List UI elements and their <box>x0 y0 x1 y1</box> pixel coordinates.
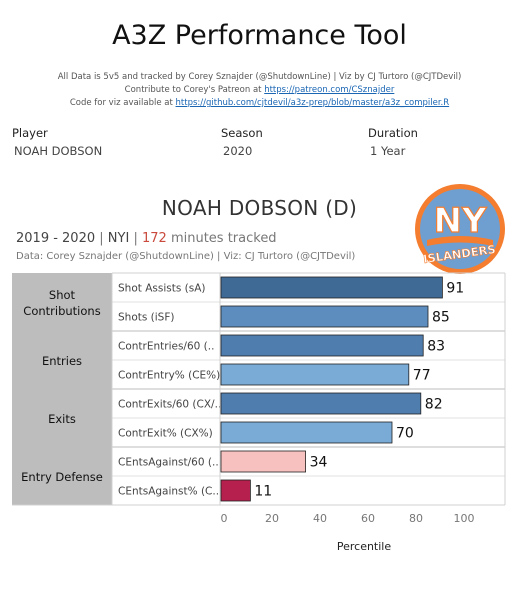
metric-label: Shots (iSF) <box>118 312 174 324</box>
bar <box>220 305 429 328</box>
duration-filter-label: Duration <box>368 126 418 140</box>
bar <box>220 392 422 415</box>
season-team-line: 2019 - 2020 | NYI | 172 minutes tracked <box>16 231 277 246</box>
bar-value-label: 82 <box>425 397 443 413</box>
category-label: Exits <box>48 412 76 426</box>
metric-label: Shot Assists (sA) <box>118 283 205 295</box>
data-source-line: Data: Corey Sznajder (@ShutdownLine) | V… <box>16 251 356 262</box>
bar <box>220 479 251 502</box>
page-title: A3Z Performance Tool <box>112 20 407 51</box>
credits-block: All Data is 5v5 and tracked by Corey Szn… <box>0 71 519 110</box>
player-filter-label: Player <box>12 126 48 140</box>
credit-line-3: Code for viz available at https://github… <box>0 97 519 110</box>
x-tick-label: 100 <box>454 512 475 525</box>
bar-value-label: 77 <box>413 368 431 384</box>
percentile-bar-chart: Shot Contributions Shot Assists (sA) 91 Shot… <box>12 272 506 525</box>
separator: | <box>133 231 138 246</box>
bar <box>220 334 424 357</box>
separator: | <box>99 231 104 246</box>
credit-line-2: Contribute to Corey's Patreon at https:/… <box>0 84 519 97</box>
category-label: Contributions <box>23 304 100 318</box>
player-filter-value[interactable]: NOAH DOBSON <box>14 144 103 158</box>
islanders-logo-icon: NY ISLANDERS <box>415 184 505 274</box>
metric-label: ContrExit% (CX%) <box>118 428 213 440</box>
bar <box>220 450 306 473</box>
metric-label: CEntsAgainst% (C.. <box>118 486 219 498</box>
bar-value-label: 91 <box>446 281 464 297</box>
patreon-link[interactable]: https://patreon.com/CSznajder <box>264 85 395 95</box>
bar-value-label: 85 <box>432 310 450 326</box>
season-filter-label: Season <box>221 126 263 140</box>
x-axis-title: Percentile <box>336 540 392 553</box>
logo-monogram: NY <box>433 201 486 241</box>
x-tick-label: 40 <box>313 512 327 525</box>
category-label: Shot <box>49 288 76 302</box>
category-label: Entries <box>42 354 82 368</box>
duration-filter-value[interactable]: 1 Year <box>370 144 406 158</box>
metric-label: ContrExits/60 (CX/.. <box>118 399 221 411</box>
bar-value-label: 70 <box>396 426 414 442</box>
x-tick-label: 60 <box>361 512 375 525</box>
x-tick-label: 20 <box>265 512 279 525</box>
x-tick-label: 0 <box>221 512 228 525</box>
minutes-value: 172 <box>141 231 167 246</box>
bar-value-label: 34 <box>310 455 328 471</box>
team-text: NYI <box>107 231 130 246</box>
seasons-text: 2019 - 2020 <box>16 231 96 246</box>
credit-line-1: All Data is 5v5 and tracked by Corey Szn… <box>57 72 462 82</box>
season-filter-value[interactable]: 2020 <box>223 144 253 158</box>
github-link[interactable]: https://github.com/cjtdevil/a3z-prep/blo… <box>175 98 450 108</box>
metric-label: ContrEntries/60 (.. <box>118 341 214 353</box>
player-card-title: NOAH DOBSON (D) <box>161 196 358 220</box>
bar-value-label: 83 <box>427 339 445 355</box>
x-tick-label: 80 <box>409 512 423 525</box>
credit-line-2-prefix: Contribute to Corey's Patreon at <box>124 85 265 95</box>
metric-label: CEntsAgainst/60 (.. <box>118 457 219 469</box>
category-label: Entry Defense <box>21 470 103 484</box>
bar-value-label: 11 <box>254 484 272 500</box>
metric-label: ContrEntry% (CE%) <box>118 370 220 382</box>
bar <box>220 421 393 444</box>
minutes-suffix: minutes tracked <box>170 231 277 246</box>
bar <box>220 363 410 386</box>
credit-line-3-prefix: Code for viz available at <box>69 98 176 108</box>
bar <box>220 276 443 299</box>
